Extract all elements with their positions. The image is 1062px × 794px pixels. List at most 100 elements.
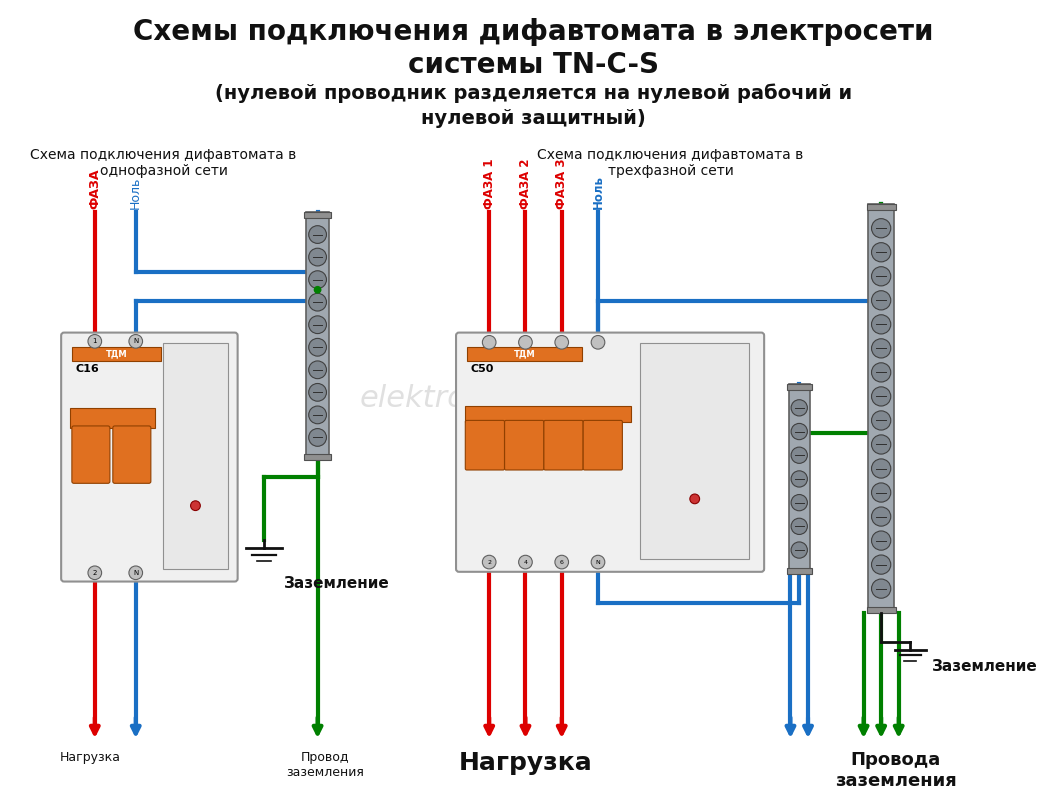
FancyBboxPatch shape	[583, 420, 622, 470]
Circle shape	[309, 361, 326, 379]
Circle shape	[872, 267, 891, 286]
Text: (нулевой проводник разделяется на нулевой рабочий и: (нулевой проводник разделяется на нулево…	[215, 83, 852, 103]
Circle shape	[592, 336, 605, 349]
Circle shape	[690, 494, 700, 503]
Text: C50: C50	[470, 364, 494, 373]
Text: 2: 2	[92, 570, 97, 576]
Circle shape	[791, 518, 807, 534]
Text: ФАЗА: ФАЗА	[88, 168, 101, 209]
Circle shape	[482, 336, 496, 349]
Text: ФАЗА 1: ФАЗА 1	[483, 159, 496, 209]
FancyBboxPatch shape	[62, 333, 238, 581]
Circle shape	[872, 531, 891, 550]
Circle shape	[872, 507, 891, 526]
Text: Провода
заземления: Провода заземления	[835, 751, 957, 789]
Circle shape	[518, 336, 532, 349]
Bar	[465, 406, 631, 422]
FancyBboxPatch shape	[113, 426, 151, 484]
Text: Заземление: Заземление	[284, 576, 389, 591]
Bar	[867, 204, 895, 210]
Text: системы TN-C-S: системы TN-C-S	[408, 51, 658, 79]
Circle shape	[872, 555, 891, 574]
Text: N: N	[133, 338, 138, 345]
Bar	[304, 212, 331, 218]
Circle shape	[592, 555, 605, 569]
Text: Нагрузка: Нагрузка	[59, 751, 120, 764]
Circle shape	[791, 399, 807, 416]
Text: Нагрузка: Нагрузка	[459, 751, 593, 775]
Circle shape	[313, 286, 322, 294]
FancyBboxPatch shape	[465, 420, 504, 470]
Circle shape	[791, 542, 807, 558]
Bar	[72, 347, 160, 360]
Circle shape	[872, 243, 891, 262]
Text: 6: 6	[560, 560, 564, 565]
Circle shape	[88, 334, 102, 348]
Text: Заземление: Заземление	[931, 659, 1038, 673]
Text: ФАЗА 2: ФАЗА 2	[519, 159, 532, 209]
Text: 2: 2	[487, 560, 492, 565]
Circle shape	[872, 435, 891, 454]
Bar	[640, 343, 749, 559]
Circle shape	[129, 566, 142, 580]
Text: ФАЗА 3: ФАЗА 3	[555, 159, 568, 209]
Bar	[304, 454, 331, 460]
Circle shape	[309, 293, 326, 311]
Circle shape	[309, 406, 326, 424]
FancyBboxPatch shape	[72, 426, 109, 484]
Bar	[467, 347, 582, 360]
Circle shape	[872, 291, 891, 310]
Text: C16: C16	[75, 364, 100, 373]
Text: Схемы подключения дифавтомата в электросети: Схемы подключения дифавтомата в электрос…	[133, 17, 933, 45]
Bar	[164, 343, 228, 569]
Text: 4: 4	[524, 560, 528, 565]
Circle shape	[88, 566, 102, 580]
Bar	[867, 607, 895, 613]
Text: ТДМ: ТДМ	[105, 349, 127, 358]
Text: Ноль: Ноль	[592, 175, 604, 209]
Text: Схема подключения дифавтомата в
однофазной сети: Схема подключения дифавтомата в однофазн…	[31, 148, 296, 178]
Bar	[70, 408, 155, 428]
Text: N: N	[133, 570, 138, 576]
Circle shape	[872, 339, 891, 358]
Circle shape	[872, 314, 891, 334]
Circle shape	[309, 249, 326, 266]
Circle shape	[555, 336, 568, 349]
Circle shape	[309, 271, 326, 288]
Circle shape	[872, 483, 891, 502]
Text: Схема подключения дифавтомата в
трехфазной сети: Схема подключения дифавтомата в трехфазн…	[537, 148, 804, 178]
Text: N: N	[596, 560, 600, 565]
Circle shape	[309, 429, 326, 446]
FancyBboxPatch shape	[504, 420, 544, 470]
Circle shape	[309, 384, 326, 401]
Circle shape	[872, 387, 891, 406]
Text: нулевой защитный): нулевой защитный)	[421, 109, 646, 128]
Circle shape	[872, 218, 891, 238]
Bar	[306, 212, 329, 460]
Circle shape	[129, 334, 142, 348]
Circle shape	[190, 501, 201, 511]
Text: ТДМ: ТДМ	[513, 349, 535, 358]
Circle shape	[309, 316, 326, 333]
Circle shape	[791, 471, 807, 487]
Text: elektroshkola.ru: elektroshkola.ru	[360, 384, 606, 413]
Circle shape	[872, 410, 891, 430]
Circle shape	[482, 555, 496, 569]
FancyBboxPatch shape	[544, 420, 583, 470]
Bar	[787, 568, 812, 574]
Text: 1: 1	[92, 338, 97, 345]
Circle shape	[791, 495, 807, 511]
Circle shape	[872, 459, 891, 478]
Circle shape	[309, 225, 326, 244]
Text: Провод
заземления: Провод заземления	[287, 751, 364, 779]
Bar	[788, 384, 810, 574]
Circle shape	[791, 423, 807, 440]
Bar	[787, 384, 812, 390]
FancyBboxPatch shape	[456, 333, 765, 572]
Circle shape	[872, 363, 891, 382]
Circle shape	[309, 338, 326, 357]
Circle shape	[555, 555, 568, 569]
Circle shape	[791, 447, 807, 464]
Bar	[869, 204, 894, 613]
Text: Ноль: Ноль	[130, 177, 142, 209]
